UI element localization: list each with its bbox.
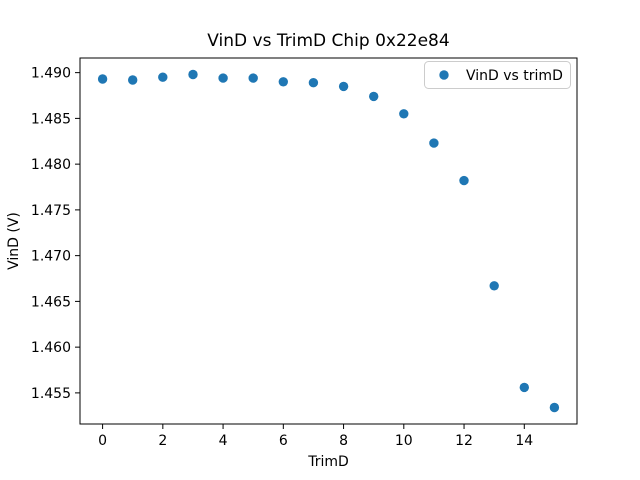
- x-tick-label: 12: [455, 433, 473, 449]
- y-tick-label: 1.460: [31, 340, 71, 356]
- y-tick-label: 1.480: [31, 157, 71, 173]
- data-point: [218, 73, 228, 83]
- data-point: [188, 69, 198, 80]
- x-axis-ticks: 0 2 4 6 8 10 12 14: [98, 424, 533, 449]
- x-tick-label: 6: [279, 433, 288, 449]
- data-point: [97, 74, 108, 84]
- legend-box: [424, 61, 571, 89]
- data-point: [278, 77, 288, 87]
- data-point: [519, 382, 529, 393]
- y-tick-label: 1.465: [31, 294, 71, 310]
- y-tick-label: 1.490: [31, 66, 71, 82]
- x-tick-label: 4: [219, 433, 228, 449]
- x-tick-label: 8: [339, 433, 348, 449]
- legend-label: VinD vs trimD: [466, 68, 563, 84]
- data-point: [338, 81, 349, 92]
- plot-area: [79, 57, 578, 425]
- y-axis-ticks: 1.455 1.460 1.465 1.470 1.475 1.480 1.485 1.490: [31, 66, 80, 402]
- y-tick-label: 1.485: [31, 111, 71, 127]
- data-point: [369, 91, 379, 102]
- chart-title: VinD vs TrimD Chip 0x22e84: [207, 31, 449, 51]
- data-points: [97, 69, 560, 413]
- y-axis-label: VinD (V): [6, 212, 22, 270]
- x-tick-label: 14: [515, 433, 533, 449]
- data-point: [308, 78, 319, 88]
- legend: VinD vs trimD: [424, 61, 571, 89]
- data-point: [158, 72, 168, 82]
- data-point: [549, 402, 560, 413]
- data-point: [399, 109, 409, 119]
- data-point: [489, 281, 499, 291]
- data-point: [248, 73, 258, 83]
- data-point: [128, 75, 138, 85]
- data-point: [429, 138, 439, 148]
- x-tick-label: 0: [98, 433, 107, 449]
- x-tick-label: 2: [158, 433, 167, 449]
- y-tick-label: 1.470: [31, 249, 71, 265]
- x-tick-label: 10: [395, 433, 413, 449]
- y-tick-label: 1.475: [31, 203, 71, 219]
- x-axis-label: TrimD: [307, 454, 349, 470]
- y-tick-label: 1.455: [31, 386, 71, 402]
- legend-marker-icon: [439, 70, 449, 80]
- data-point: [459, 175, 469, 186]
